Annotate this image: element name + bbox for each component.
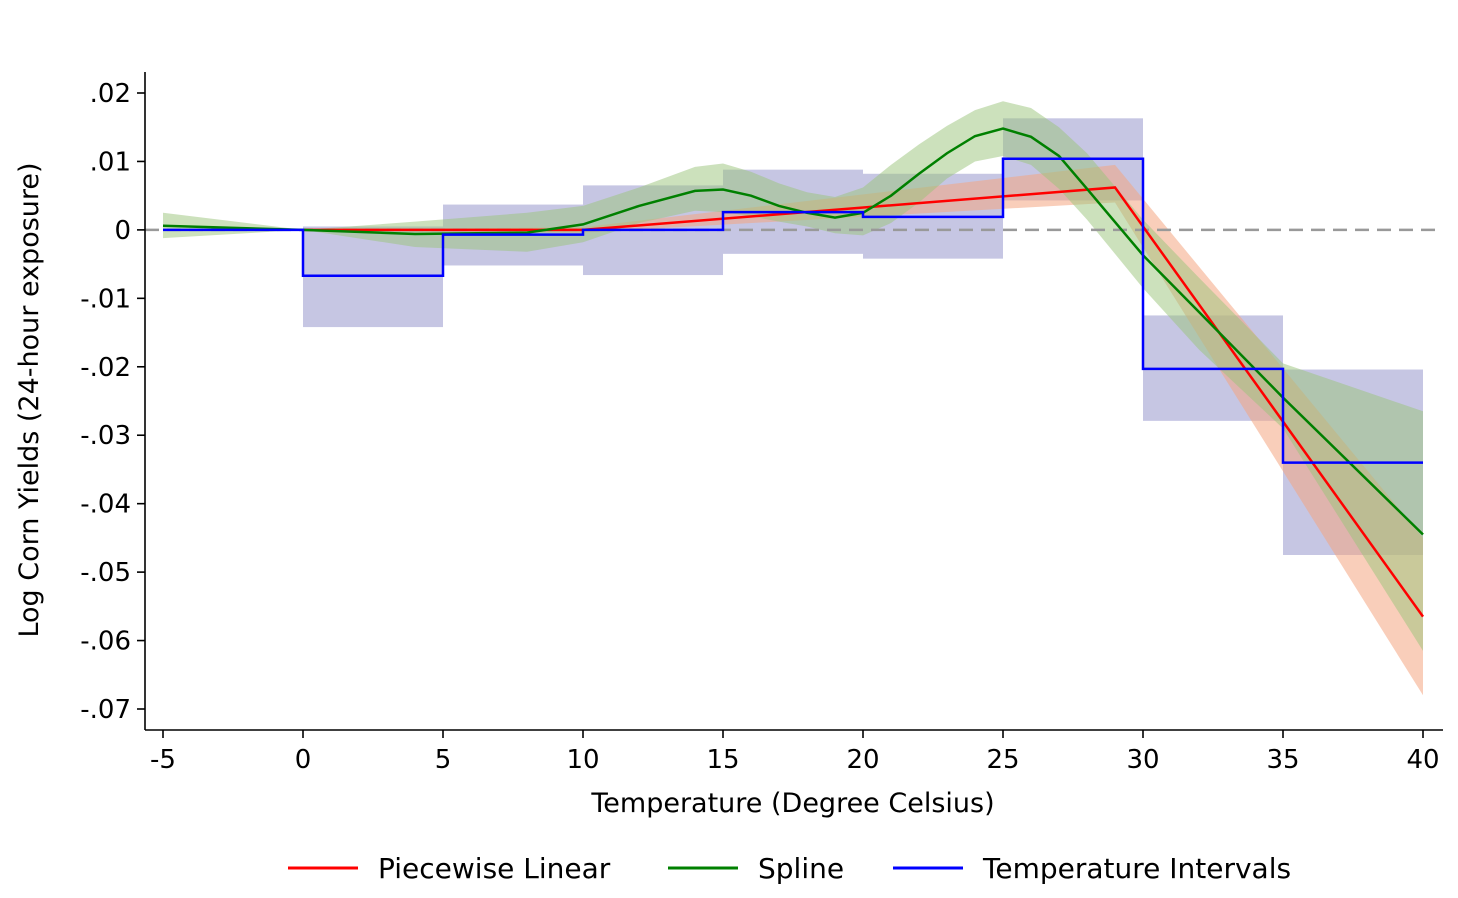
- x-tick-label: 30: [1126, 745, 1159, 775]
- x-axis-title: Temperature (Degree Celsius): [590, 788, 994, 819]
- x-tick-label: 0: [295, 745, 312, 775]
- y-tick-label: -.02: [80, 353, 131, 383]
- y-tick-label: -.07: [80, 695, 131, 725]
- x-tick-label: -5: [150, 745, 176, 775]
- temperature-intervals-line: [163, 157, 1423, 464]
- x-tick-label: 5: [435, 745, 452, 775]
- spline-ci-band: [163, 101, 1423, 651]
- x-tick-label: 15: [706, 745, 739, 775]
- x-tick-label: 25: [986, 745, 1019, 775]
- x-tick-label: 10: [566, 745, 599, 775]
- legend: Piecewise Linear Spline Temperature Interv…: [288, 852, 1291, 885]
- x-tick-label: 35: [1266, 745, 1299, 775]
- x-tick-label: 40: [1406, 745, 1439, 775]
- y-tick-label: 0: [114, 216, 131, 246]
- y-axis-title: Log Corn Yields (24-hour exposure): [14, 162, 45, 637]
- tick-marks: -5 0 5 10 15 20 25 30 35 40 .02 .01 0 -.01 -.02 -.03 -.0…: [80, 79, 1439, 775]
- y-tick-label: -.04: [80, 490, 131, 520]
- axes: [144, 72, 1443, 731]
- y-tick-label: .01: [90, 147, 131, 177]
- spline-legend-label: Spline: [758, 852, 844, 885]
- y-tick-label: .02: [90, 79, 131, 109]
- y-tick-label: -.06: [80, 627, 131, 657]
- y-tick-label: -.01: [80, 284, 131, 314]
- temperature-intervals-legend-label: Temperature Intervals: [982, 852, 1291, 885]
- piecewise-linear-line: [303, 186, 1425, 618]
- y-tick-label: -.03: [80, 421, 131, 451]
- y-tick-label: -.05: [80, 558, 131, 588]
- piecewise-linear-legend-label: Piecewise Linear: [378, 852, 611, 885]
- series-lines: [162, 127, 1425, 618]
- confidence-bands: [163, 101, 1423, 696]
- x-tick-label: 20: [846, 745, 879, 775]
